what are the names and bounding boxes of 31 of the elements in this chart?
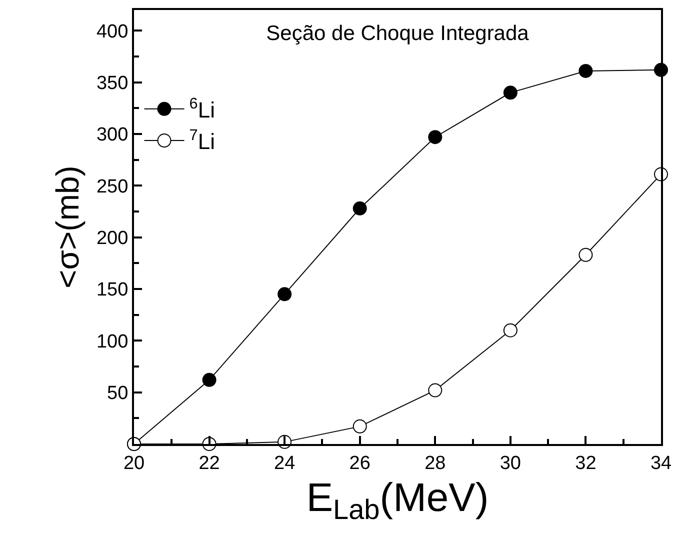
x-tick-label: 26 — [349, 452, 370, 474]
point — [503, 86, 518, 100]
y-tick-label: 300 — [96, 124, 128, 146]
point — [578, 248, 593, 262]
point — [352, 419, 367, 434]
y-tick-label: 100 — [96, 331, 128, 352]
x-tick-label: 32 — [575, 452, 596, 474]
x-tick-label: 28 — [424, 452, 446, 474]
point — [202, 372, 216, 387]
point — [503, 323, 518, 338]
y-axis-title: <σ>(mb) — [49, 166, 86, 288]
y-tick-label: 200 — [96, 228, 128, 249]
x-axis-title: E$_{Lab}$(MeV) — [306, 476, 489, 526]
y-tick-label: 150 — [96, 280, 128, 301]
y-tick-label: 350 — [96, 72, 128, 94]
legend-label: $^{7}$Li — [189, 126, 215, 154]
text: Seção de Choque Integrada — [266, 22, 530, 45]
point — [278, 287, 292, 302]
point — [578, 64, 593, 78]
legend-label: $^{6}$Li — [189, 95, 215, 122]
point — [428, 383, 442, 398]
y-tick-label: 400 — [96, 21, 128, 42]
y-tick-label: 50 — [107, 382, 128, 404]
x-tick-label: 20 — [123, 452, 145, 474]
x-tick-label: 30 — [500, 452, 521, 474]
x-tick-label: 22 — [198, 452, 220, 474]
x-tick-label: 24 — [274, 452, 296, 474]
x-tick-label: 34 — [650, 452, 672, 474]
y-tick-label: 250 — [96, 176, 128, 198]
point — [352, 201, 367, 216]
point — [428, 130, 442, 144]
